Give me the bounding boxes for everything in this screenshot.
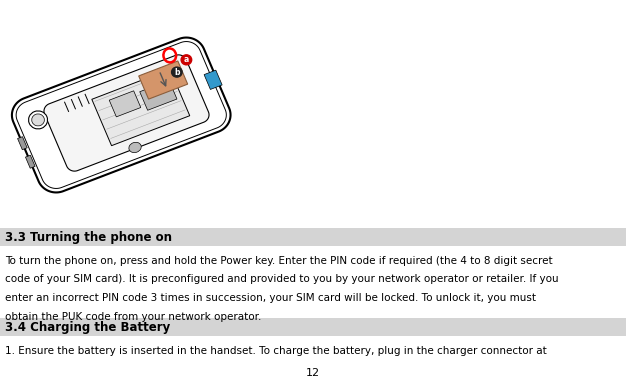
Text: a: a: [184, 55, 189, 64]
Ellipse shape: [172, 67, 182, 77]
Polygon shape: [44, 55, 209, 171]
Text: code of your SIM card). It is preconfigured and provided to you by your network : code of your SIM card). It is preconfigu…: [5, 274, 558, 285]
Polygon shape: [12, 38, 230, 192]
Polygon shape: [16, 42, 227, 189]
Ellipse shape: [181, 55, 192, 65]
Polygon shape: [204, 70, 222, 90]
Text: enter an incorrect PIN code 3 times in succession, your SIM card will be locked.: enter an incorrect PIN code 3 times in s…: [5, 293, 536, 303]
Polygon shape: [18, 137, 27, 150]
Text: 12: 12: [306, 368, 320, 378]
Text: obtain the PUK code from your network operator.: obtain the PUK code from your network op…: [5, 312, 262, 322]
Text: To turn the phone on, press and hold the Power key. Enter the PIN code if requir: To turn the phone on, press and hold the…: [5, 256, 553, 266]
Bar: [0, 318, 626, 336]
Text: b: b: [174, 67, 180, 77]
Ellipse shape: [29, 111, 48, 129]
Polygon shape: [92, 69, 190, 146]
Text: 1. Ensure the battery is inserted in the handset. To charge the battery, plug in: 1. Ensure the battery is inserted in the…: [5, 346, 546, 356]
Polygon shape: [26, 155, 35, 168]
Text: 3.4 Charging the Battery: 3.4 Charging the Battery: [5, 320, 170, 333]
Polygon shape: [140, 80, 177, 110]
Ellipse shape: [129, 142, 141, 153]
Text: 3.3 Turning the phone on: 3.3 Turning the phone on: [5, 231, 172, 243]
Polygon shape: [109, 91, 141, 117]
Ellipse shape: [32, 114, 44, 126]
Bar: [0, 228, 626, 246]
Polygon shape: [139, 61, 188, 99]
